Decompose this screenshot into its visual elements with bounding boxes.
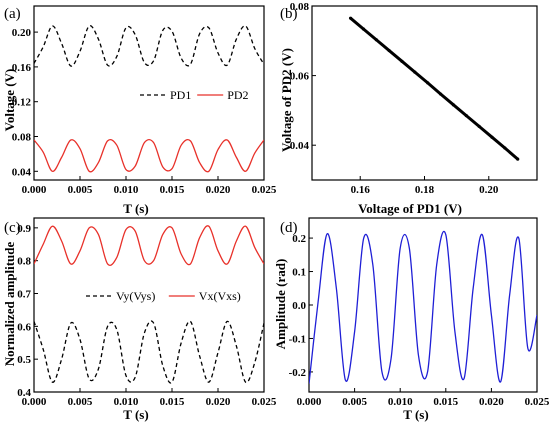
panel-b-data-point — [348, 16, 353, 20]
panel-c-x-tick-label: 0.015 — [160, 396, 185, 408]
panel-c-x-tick-label: 0.000 — [22, 396, 47, 408]
panel-a-y-axis-label: Voltage (V) — [2, 69, 17, 132]
panel-label-c: (c) — [4, 220, 21, 236]
panel-a-y-tick-label: 0.04 — [12, 166, 32, 178]
panel-d: (d) T (s) Amplitude (rad) 0.000 0.005 0.01… — [273, 217, 550, 422]
panel-d-x-axis-label: T (s) — [403, 407, 428, 422]
panel-c-x-axis-label: T (s) — [123, 407, 148, 422]
panel-c-y-tick-label: 0.9 — [17, 223, 31, 235]
panel-c-y-tick-label: 0.8 — [17, 256, 31, 268]
panel-b-y-tick-label: 0.04 — [290, 140, 310, 152]
panel-d-y-axis-label: Amplitude (rad) — [273, 259, 288, 350]
panel-c-y-tick-label: 0.7 — [17, 289, 31, 301]
panel-c: (c) T (s) Normalized amplitude 0.000 0.00… — [2, 217, 277, 422]
panel-b: (b) Voltage of PD1 (V) Voltage of PD2 (V… — [279, 1, 538, 216]
panel-a-series-line-pd2 — [34, 138, 264, 173]
panel-a-x-tick-label: 0.020 — [206, 184, 231, 196]
panel-b-data-point — [413, 70, 417, 74]
panel-b-data-point — [464, 114, 468, 118]
panel-a-y-tick-label: 0.20 — [12, 27, 32, 39]
panel-d-y-tick-label: 0.0 — [292, 300, 306, 312]
panel-a-x-tick-label: 0.015 — [160, 184, 185, 196]
panel-d-y-tick-label: -0.1 — [289, 333, 306, 345]
panel-d-x-tick-label: 0.010 — [388, 396, 413, 408]
panel-a-legend-label: PD1 — [170, 88, 191, 102]
panel-c-x-tick-label: 0.010 — [114, 396, 139, 408]
panel-a-series-line-pd1 — [34, 25, 264, 67]
panel-a-x-tick-label: 0.010 — [114, 184, 139, 196]
panel-b-data-point — [477, 124, 481, 129]
panel-label-a: (a) — [4, 6, 21, 22]
panel-b-x-tick-label: 0.20 — [479, 184, 499, 196]
panel-label-d: (d) — [280, 220, 298, 236]
panel-a-y-tick-label: 0.16 — [12, 62, 32, 74]
panel-d-x-tick-label: 0.005 — [342, 396, 367, 408]
panel-c-y-tick-label: 0.5 — [17, 354, 31, 366]
panel-b-data-point — [516, 157, 520, 161]
panel-b-scatter-trace — [349, 17, 519, 161]
panel-d-y-tick-label: 0.1 — [292, 267, 306, 279]
panel-a-x-tick-label: 0.005 — [68, 184, 93, 196]
panel-d-y-tick-label: 0.2 — [292, 233, 306, 245]
panel-b-x-tick-label: 0.16 — [351, 184, 371, 196]
panel-b-x-tick-label: 0.18 — [415, 184, 435, 196]
panel-b-y-tick-label: 0.06 — [290, 71, 310, 83]
panel-a-y-tick-label: 0.12 — [12, 97, 32, 109]
panel-c-legend-label: Vx(Vxs) — [199, 289, 241, 303]
panel-c-legend-label: Vy(Vys) — [116, 289, 155, 303]
panel-c-plot-frame — [33, 217, 265, 393]
panel-b-plot-frame — [311, 5, 538, 181]
panel-b-y-axis-label: Voltage of PD2 (V) — [279, 48, 294, 152]
panel-b-y-tick-label: 0.08 — [290, 1, 310, 13]
panel-b-data-point — [438, 92, 443, 96]
panel-d-x-tick-label: 0.025 — [525, 396, 550, 408]
panel-a-x-tick-label: 0.000 — [22, 184, 47, 196]
panel-b-data-point — [451, 103, 456, 107]
panel-a: (a) T (s) Voltage (V) 0.000 0.005 0.010 0.0… — [2, 5, 277, 216]
panel-c-series-line-vx-vxs- — [34, 225, 264, 266]
panel-b-data-point — [503, 146, 507, 150]
panel-d-y-tick-label: -0.2 — [289, 367, 307, 379]
panel-c-y-tick-label: 0.6 — [17, 321, 31, 333]
panel-c-x-tick-label: 0.020 — [206, 396, 231, 408]
panel-a-y-tick-label: 0.08 — [12, 132, 32, 144]
panel-b-data-point — [400, 59, 404, 63]
panel-label-b: (b) — [280, 6, 298, 22]
panel-a-x-axis-label: T (s) — [123, 201, 148, 216]
panel-d-x-tick-label: 0.000 — [297, 396, 322, 408]
panel-d-x-tick-label: 0.020 — [479, 396, 504, 408]
panel-d-series-line-0 — [309, 230, 537, 384]
panel-c-y-axis-label: Normalized amplitude — [2, 241, 17, 366]
panel-b-x-axis-label: Voltage of PD1 (V) — [358, 201, 462, 216]
panel-c-series-line-vy-vys- — [34, 320, 264, 384]
panel-a-plot-frame — [33, 5, 265, 181]
panel-b-data-point — [426, 81, 430, 85]
panel-c-x-tick-label: 0.005 — [68, 396, 93, 408]
panel-a-x-tick-label: 0.025 — [252, 184, 277, 196]
panel-b-data-point — [490, 135, 494, 139]
panel-b-data-point — [387, 48, 391, 53]
panel-c-x-tick-label: 0.025 — [252, 396, 277, 408]
panel-b-data-point — [361, 27, 366, 31]
panel-c-y-tick-label: 0.4 — [17, 387, 31, 399]
panel-d-x-tick-label: 0.015 — [433, 396, 458, 408]
panel-a-legend-label: PD2 — [227, 88, 248, 102]
panel-b-data-point — [374, 38, 378, 42]
